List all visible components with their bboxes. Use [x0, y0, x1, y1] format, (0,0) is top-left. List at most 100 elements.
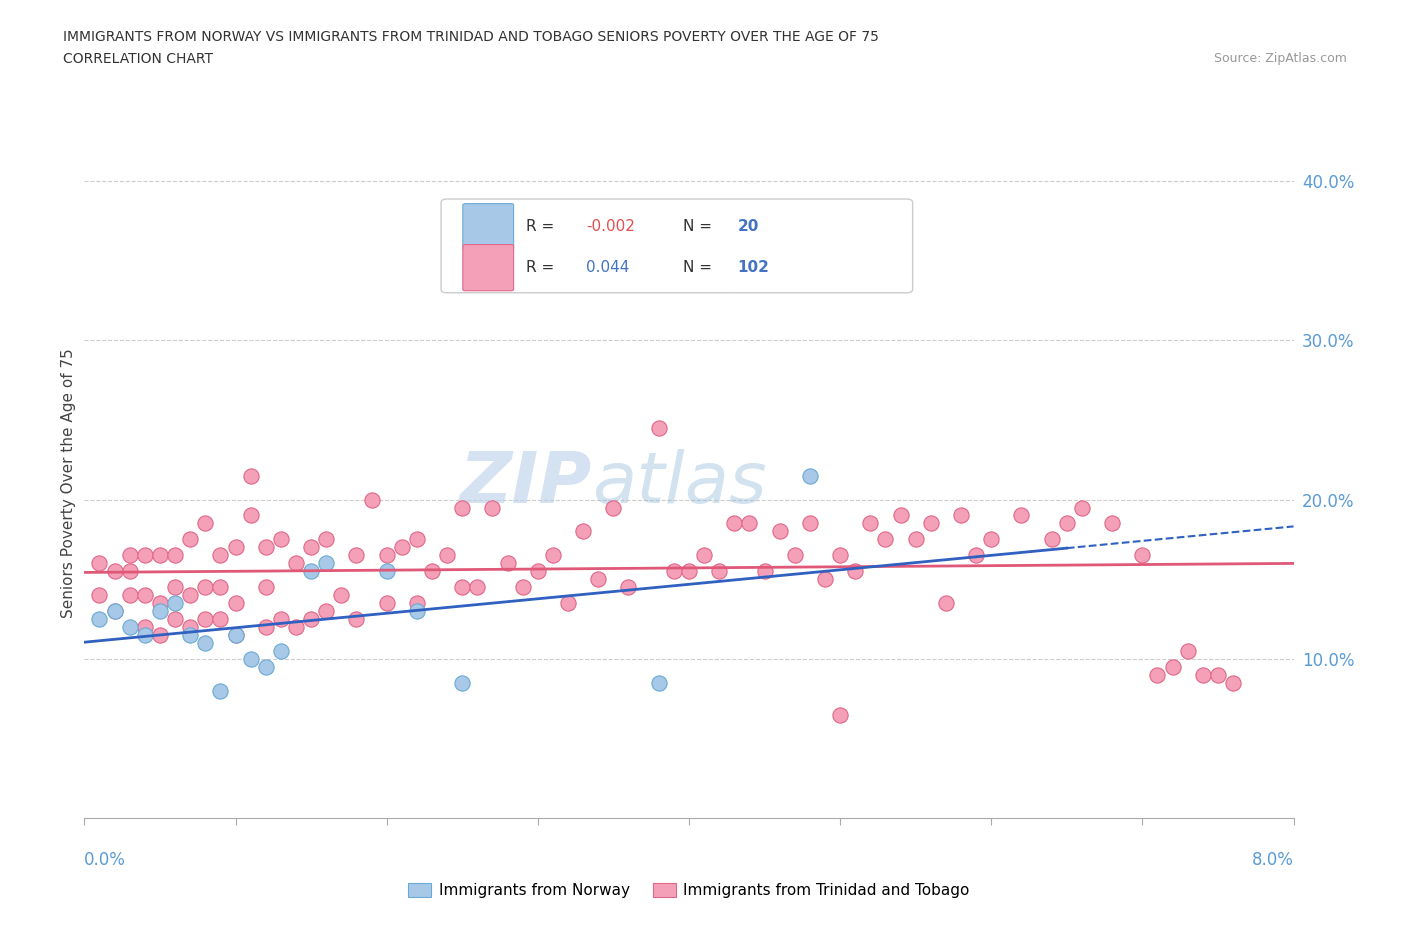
Point [299, 564, 322, 578]
Point [420, 564, 443, 578]
Point [225, 540, 247, 555]
Text: N =: N = [683, 219, 717, 234]
Point [209, 579, 232, 594]
Point [239, 508, 262, 523]
Point [467, 579, 489, 594]
Point [149, 628, 172, 643]
Point [406, 532, 429, 547]
Point [346, 612, 368, 627]
Text: R =: R = [526, 260, 564, 275]
Point [783, 548, 806, 563]
Point [104, 604, 127, 618]
FancyBboxPatch shape [441, 199, 912, 293]
Point [270, 612, 292, 627]
Point [602, 500, 624, 515]
Text: N =: N = [683, 260, 717, 275]
Point [360, 492, 382, 507]
Point [118, 548, 141, 563]
Point [284, 619, 308, 634]
Point [315, 532, 337, 547]
Point [1192, 668, 1215, 683]
Point [859, 516, 882, 531]
Point [194, 516, 217, 531]
Point [844, 564, 866, 578]
Point [1011, 508, 1033, 523]
Point [1161, 659, 1184, 674]
Point [678, 564, 700, 578]
Point [134, 619, 156, 634]
Point [451, 675, 474, 690]
Point [149, 548, 172, 563]
Point [330, 588, 353, 603]
Point [209, 684, 232, 698]
Point [950, 508, 973, 523]
Text: 102: 102 [737, 260, 769, 275]
Point [179, 619, 201, 634]
Text: CORRELATION CHART: CORRELATION CHART [63, 52, 214, 66]
Point [165, 548, 187, 563]
Point [284, 556, 308, 571]
Point [239, 652, 262, 667]
Point [814, 572, 837, 587]
Point [134, 628, 156, 643]
Point [965, 548, 987, 563]
Legend: Immigrants from Norway, Immigrants from Trinidad and Tobago: Immigrants from Norway, Immigrants from … [402, 877, 976, 905]
Point [254, 579, 277, 594]
Point [165, 596, 187, 611]
Text: 0.044: 0.044 [586, 260, 630, 275]
Point [270, 644, 292, 658]
Point [270, 532, 292, 547]
Point [194, 635, 217, 650]
Point [134, 588, 156, 603]
Point [89, 612, 111, 627]
Point [315, 556, 337, 571]
Point [647, 675, 671, 690]
Text: 8.0%: 8.0% [1251, 851, 1294, 869]
Point [239, 468, 262, 483]
Point [1056, 516, 1078, 531]
Y-axis label: Seniors Poverty Over the Age of 75: Seniors Poverty Over the Age of 75 [60, 349, 76, 618]
Point [375, 548, 398, 563]
Point [406, 596, 429, 611]
Point [254, 540, 277, 555]
Point [572, 524, 595, 538]
Text: -0.002: -0.002 [586, 219, 636, 234]
Point [799, 516, 821, 531]
Text: 0.0%: 0.0% [84, 851, 127, 869]
Point [149, 596, 172, 611]
Point [149, 604, 172, 618]
Point [375, 596, 398, 611]
Point [451, 579, 474, 594]
Point [194, 579, 217, 594]
Point [118, 619, 141, 634]
Point [920, 516, 942, 531]
Point [225, 628, 247, 643]
Text: Source: ZipAtlas.com: Source: ZipAtlas.com [1213, 52, 1347, 65]
Point [118, 564, 141, 578]
Point [406, 604, 429, 618]
Point [799, 468, 821, 483]
Point [1146, 668, 1168, 683]
Point [588, 572, 610, 587]
Point [769, 524, 792, 538]
Point [541, 548, 564, 563]
Point [662, 564, 685, 578]
Point [980, 532, 1002, 547]
Point [647, 420, 671, 435]
Point [391, 540, 413, 555]
Point [225, 628, 247, 643]
Point [1132, 548, 1154, 563]
Point [104, 604, 127, 618]
Point [165, 612, 187, 627]
Text: R =: R = [526, 219, 558, 234]
Point [299, 612, 322, 627]
Point [754, 564, 776, 578]
Point [179, 588, 201, 603]
Point [557, 596, 579, 611]
Point [1101, 516, 1123, 531]
Point [875, 532, 897, 547]
Point [209, 612, 232, 627]
Point [299, 540, 322, 555]
Point [134, 548, 156, 563]
Point [935, 596, 957, 611]
